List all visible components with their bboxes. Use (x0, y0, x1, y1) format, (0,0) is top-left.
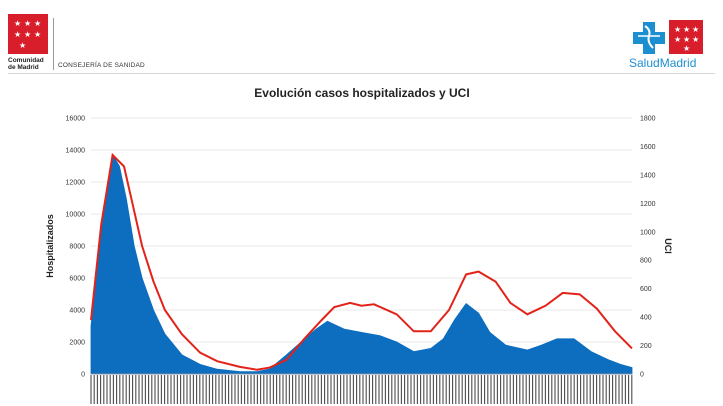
brand-salud: Salud (629, 56, 660, 70)
y-tick-label-left: 8000 (69, 244, 85, 251)
brand-madrid: Madrid (659, 56, 697, 70)
y-axis-label-left: Hospitalizados (45, 214, 55, 278)
y-tick-label-right: 1400 (640, 172, 656, 179)
org-name-line2: de Madrid (8, 64, 39, 71)
org-name: Comunidad de Madrid (8, 57, 68, 71)
y-tick-label-left: 0 (81, 372, 85, 379)
hospitalizados-area (90, 153, 633, 375)
y-tick-label-right: 0 (640, 372, 644, 379)
y-tick-label-left: 14000 (66, 148, 86, 155)
y-tick-label-right: 600 (640, 286, 652, 293)
y-tick-label-right: 400 (640, 315, 652, 322)
y-tick-label-left: 2000 (69, 340, 85, 347)
madrid-flag-icon: ★ ★ ★ ★ ★ ★ ★ (669, 20, 703, 54)
y-tick-label-left: 6000 (69, 276, 85, 283)
header-divider (53, 18, 54, 70)
header-rule (8, 73, 715, 74)
salud-madrid-logo: ★ ★ ★ ★ ★ ★ ★ SaludMadrid (625, 18, 713, 70)
uci-series (90, 152, 633, 371)
department-label: CONSEJERÍA DE SANIDAD (58, 62, 145, 69)
comunidad-madrid-logo: ★ ★ ★ ★ ★ ★ ★ Comunidad de Madrid (8, 14, 56, 74)
y-tick-label-right: 1600 (640, 144, 656, 151)
uci-line (90, 152, 633, 371)
brand-name: SaludMadrid (629, 56, 696, 70)
madrid-flag-icon: ★ ★ ★ ★ ★ ★ ★ (8, 14, 48, 54)
y-tick-label-right: 200 (640, 343, 652, 350)
chart-title: Evolución casos hospitalizados y UCI (254, 86, 469, 100)
y-tick-label-right: 1800 (640, 116, 656, 123)
health-cross-icon (633, 22, 665, 54)
y-tick-label-left: 16000 (66, 116, 86, 123)
y-tick-label-left: 10000 (66, 212, 86, 219)
y-axis-left: 0 2000 4000 6000 8000 10000 12000 14000 16000 (66, 116, 86, 379)
y-tick-label-left: 12000 (66, 180, 86, 187)
hospitalizados-series (90, 153, 633, 375)
y-axis-label-right: UCI (663, 238, 673, 254)
y-tick-label-right: 1200 (640, 201, 656, 208)
x-axis (90, 373, 633, 404)
y-tick-label-left: 4000 (69, 308, 85, 315)
y-axis-right: 0 200 400 600 800 1000 1200 1400 1600 1800 (640, 116, 656, 379)
y-tick-label-right: 1000 (640, 229, 656, 236)
y-tick-label-right: 800 (640, 258, 652, 265)
org-name-line1: Comunidad (8, 57, 44, 64)
